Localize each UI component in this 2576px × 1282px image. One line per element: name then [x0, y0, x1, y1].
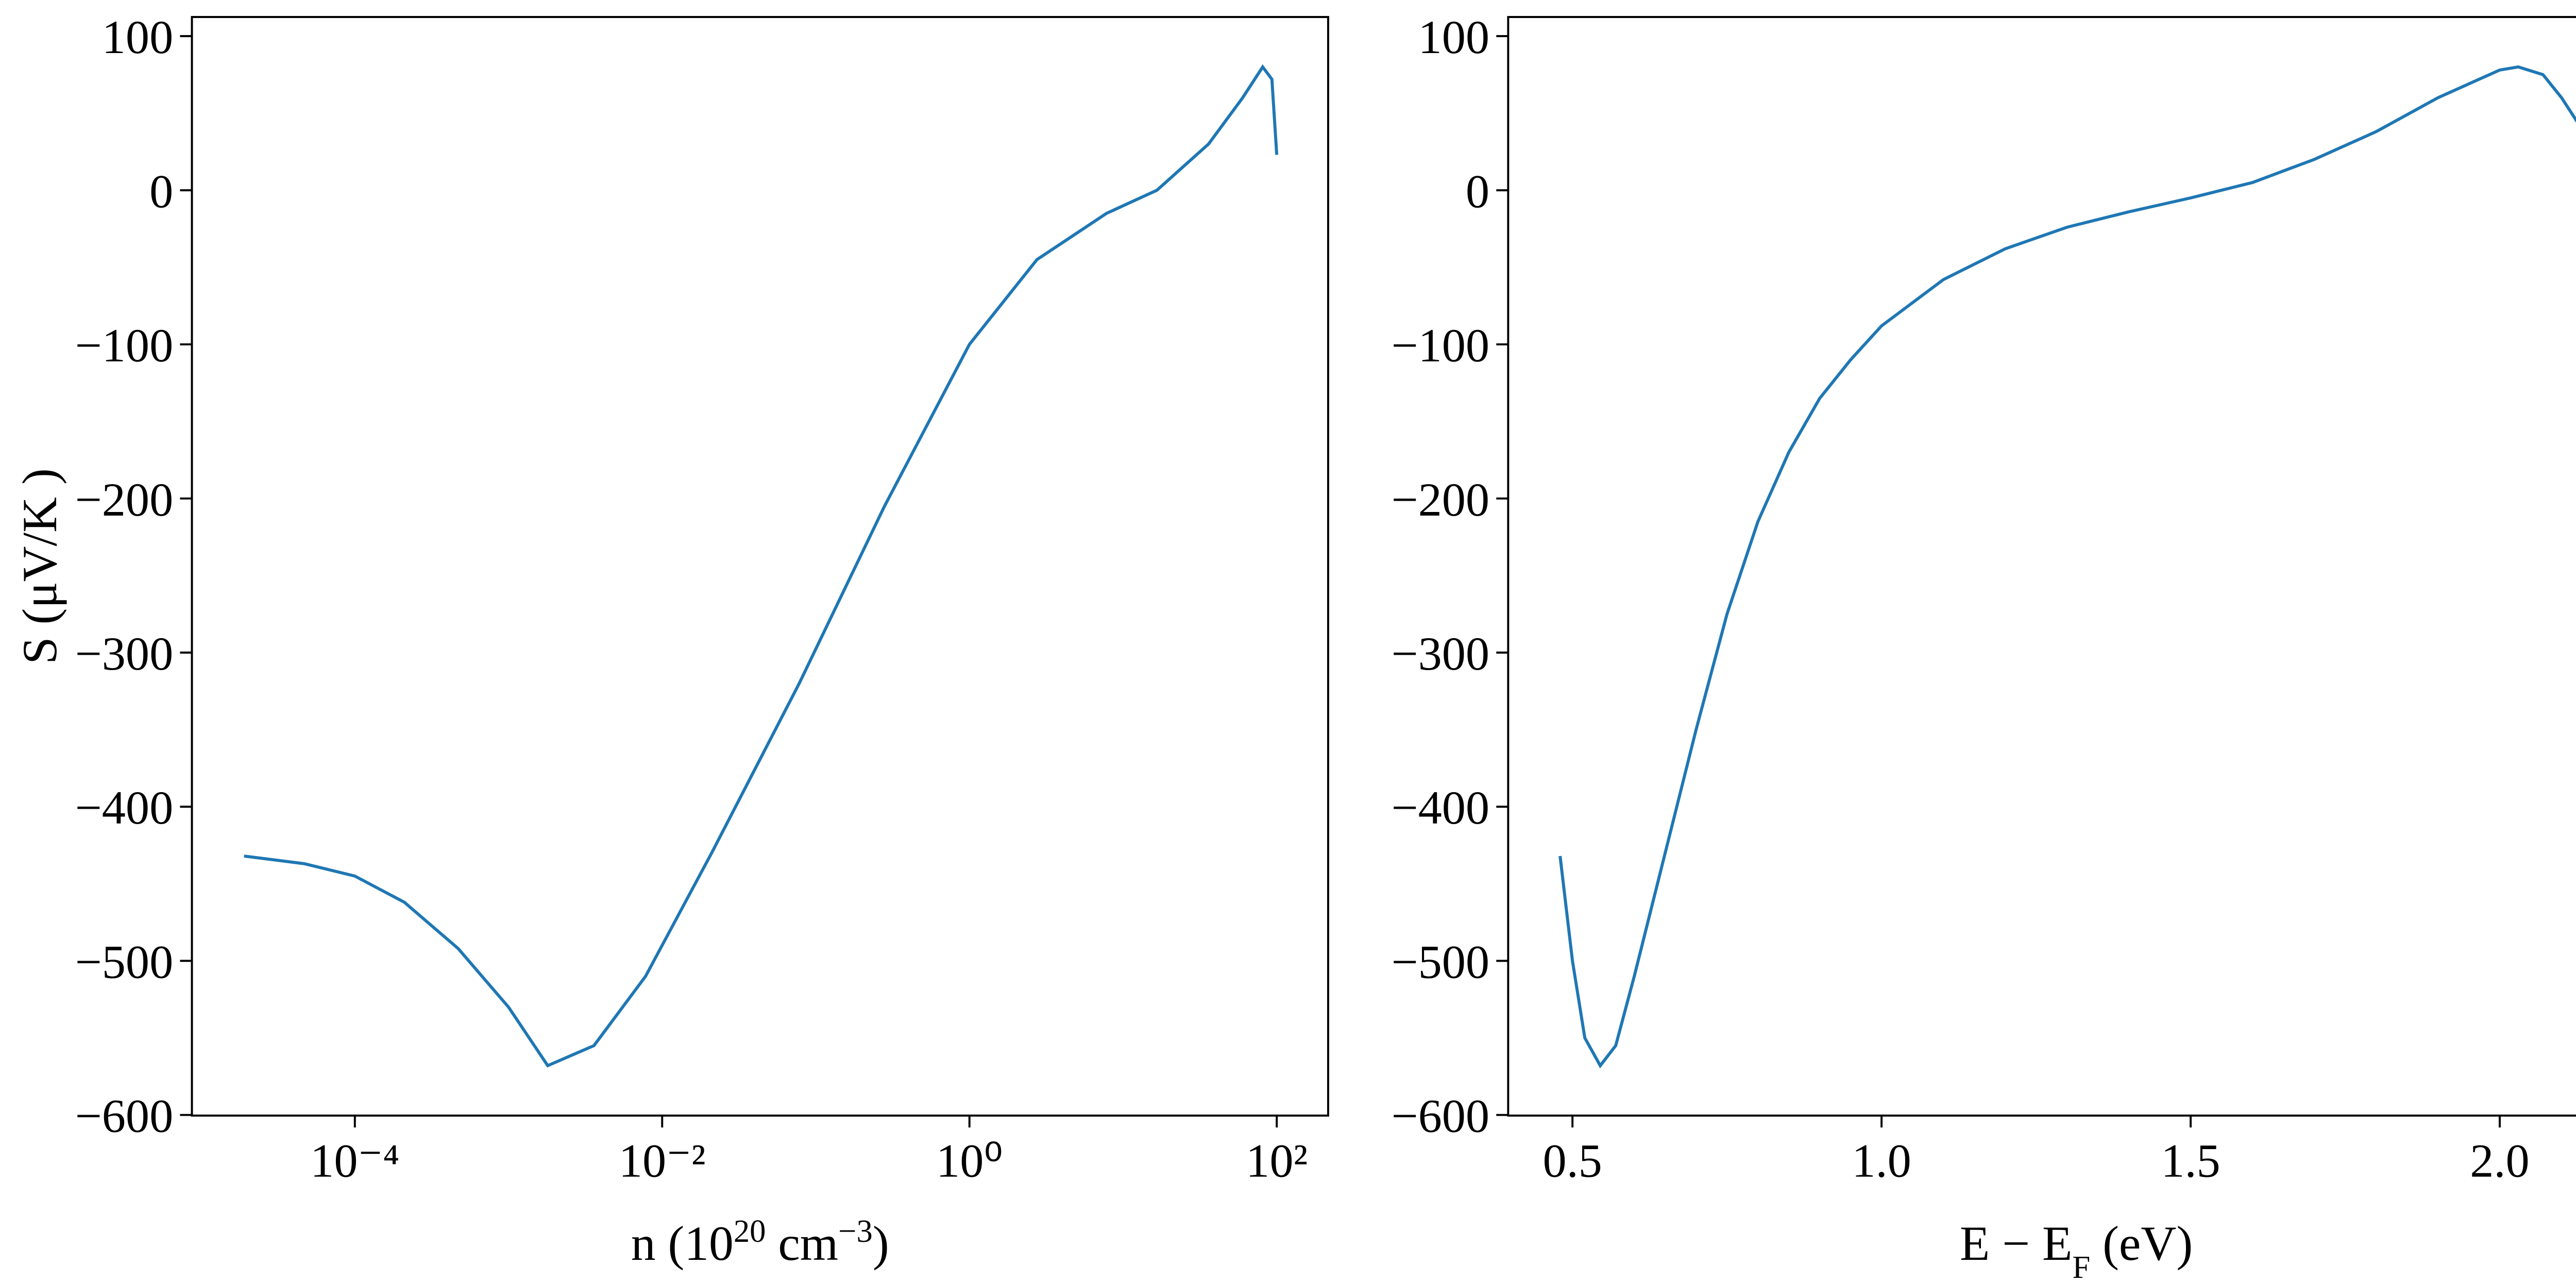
y-tick-label: −100 — [1392, 319, 1490, 372]
y-tick-label: −500 — [1392, 935, 1490, 988]
x-axis-label: n (1020 cm−3) — [631, 1213, 889, 1271]
x-axis-label: E − EF (eV) — [1960, 1216, 2193, 1282]
y-tick-label: −500 — [75, 935, 174, 988]
x-axis-label-part: n (10 — [631, 1216, 734, 1271]
y-tick-label: 100 — [102, 11, 173, 63]
x-axis-label-part: F — [2072, 1249, 2090, 1282]
y-tick-label: −200 — [1392, 473, 1490, 526]
y-tick-label: −200 — [75, 473, 174, 526]
y-tick-label: 100 — [1418, 11, 1489, 63]
y-tick-label: −600 — [75, 1090, 174, 1142]
y-tick-label: 0 — [1466, 165, 1489, 217]
axes-frame — [1507, 16, 2576, 1117]
axes-frame — [191, 16, 1329, 1117]
line — [244, 64, 1279, 1068]
x-tick-label: 10² — [1246, 1135, 1308, 1187]
y-tick-label: 0 — [149, 165, 173, 217]
x-axis-label-part: 20 — [734, 1213, 766, 1249]
x-axis-label-part: (eV) — [2090, 1216, 2193, 1271]
y-tick-label: −600 — [1392, 1090, 1490, 1142]
line — [1558, 65, 2576, 1069]
x-tick-label: 10⁻⁴ — [310, 1135, 399, 1187]
x-tick-label: 10⁰ — [936, 1135, 1003, 1187]
y-tick-label: −400 — [1392, 781, 1490, 834]
y-tick-label: −300 — [75, 627, 174, 680]
y-tick-label: −100 — [75, 319, 174, 372]
y-tick-label: −300 — [1392, 627, 1490, 680]
x-tick-label: 2.0 — [2470, 1135, 2529, 1187]
y-tick-label: −400 — [75, 781, 174, 834]
x-axis-label-part: −3 — [838, 1213, 873, 1249]
y-axis-label: S (μV/K ) — [12, 468, 67, 664]
x-axis-label-part: cm — [766, 1216, 838, 1271]
x-tick-label: 1.0 — [1852, 1135, 1911, 1187]
x-axis-label-part: ) — [873, 1216, 889, 1271]
x-tick-label: 0.5 — [1543, 1135, 1602, 1187]
x-tick-label: 10⁻² — [619, 1135, 706, 1187]
x-axis-label-part: E − E — [1960, 1216, 2073, 1271]
x-tick-label: 1.5 — [2161, 1135, 2220, 1187]
